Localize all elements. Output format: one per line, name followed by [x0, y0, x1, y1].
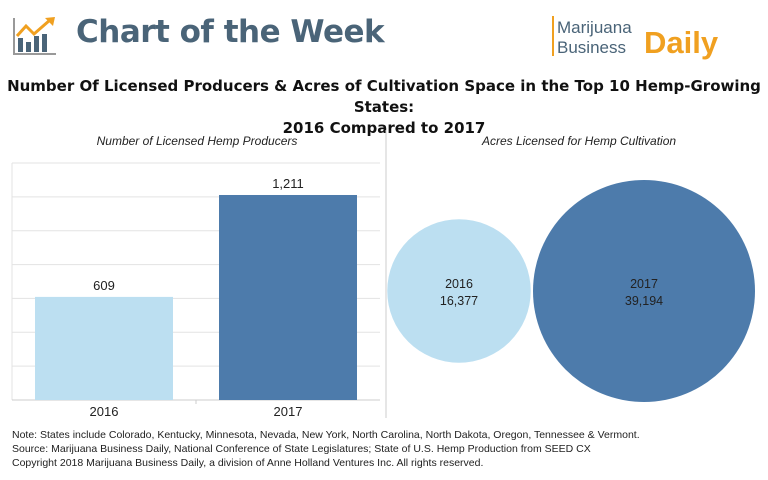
bar-label: 1,211 — [272, 176, 304, 191]
bubble-chart-title: Acres Licensed for Hemp Cultivation — [481, 134, 677, 148]
bubble-value-label: 39,194 — [625, 294, 663, 308]
title-line-1: Number Of Licensed Producers & Acres of … — [7, 77, 761, 116]
bar-label: 609 — [93, 278, 115, 293]
bubble-value-label: 16,377 — [440, 294, 478, 308]
bubble-2016 — [387, 219, 531, 363]
bubble-year-label: 2017 — [630, 277, 658, 291]
x-tick-label: 2017 — [274, 404, 303, 419]
bar-2017 — [219, 194, 357, 400]
chart-logo-icon — [13, 17, 56, 55]
note-source: Source: Marijuana Business Daily, Nation… — [12, 443, 591, 455]
note-copyright: Copyright 2018 Marijuana Business Daily,… — [12, 457, 484, 469]
note-states: Note: States include Colorado, Kentucky,… — [12, 429, 640, 441]
svg-text:Business: Business — [557, 38, 626, 57]
bubble-year-label: 2016 — [445, 277, 473, 291]
chart-title: Number Of Licensed Producers & Acres of … — [0, 76, 768, 139]
bubble-2017 — [533, 180, 755, 402]
bar-2016 — [35, 296, 173, 400]
svg-text:Daily: Daily — [644, 25, 719, 60]
notes: Note: States include Colorado, Kentucky,… — [12, 428, 640, 470]
svg-text:Marijuana: Marijuana — [557, 18, 632, 37]
bar-chart-title: Number of Licensed Hemp Producers — [96, 134, 298, 148]
x-tick-label: 2016 — [90, 404, 119, 419]
charts-svg: 609 2016 1,211 2017 2016 16,377 2017 39,194 — [11, 130, 755, 419]
title-line-2: 2016 Compared to 2017 — [282, 119, 486, 137]
chart-of-the-week-title: Chart of the Week — [76, 14, 385, 50]
marijuana-business-daily-logo: Marijuana Business Daily — [552, 16, 719, 60]
